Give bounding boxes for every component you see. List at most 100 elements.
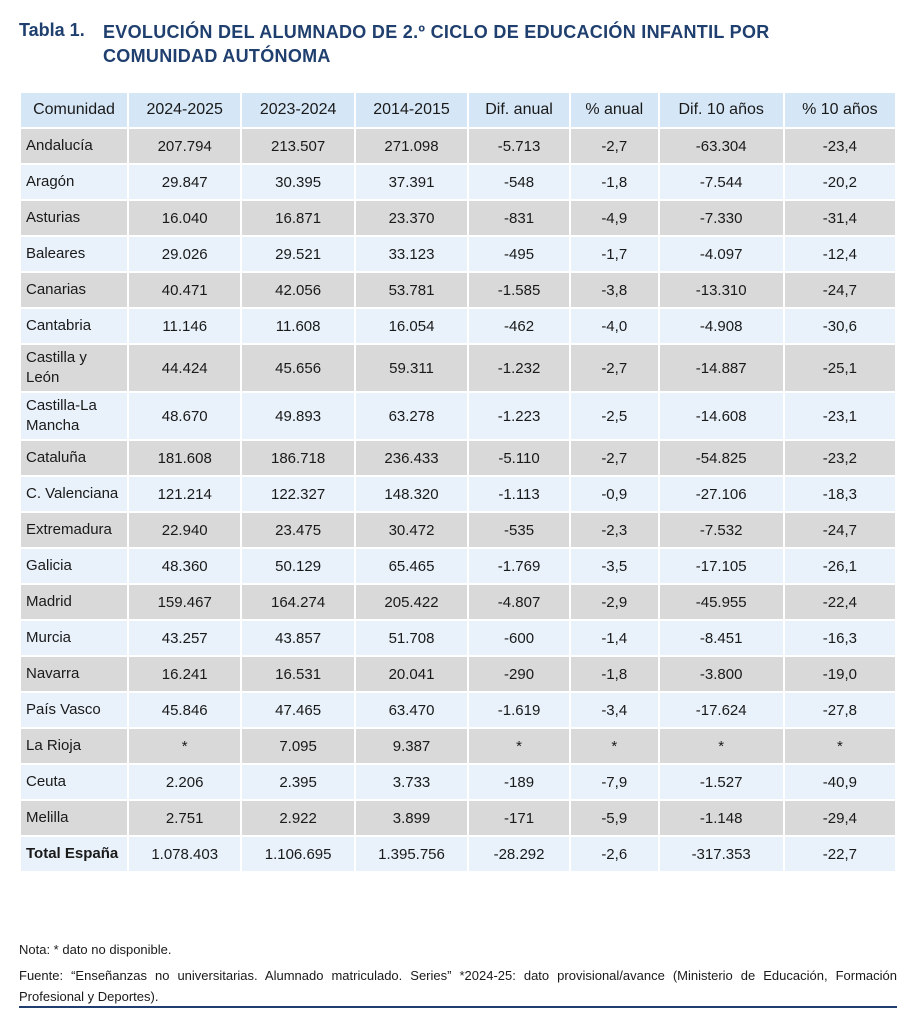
table-cell: -1,8 (570, 657, 658, 691)
table-cell: 37.391 (355, 165, 468, 199)
table-cell: 207.794 (129, 129, 241, 163)
community-name: Castilla-La Mancha (21, 393, 127, 439)
table-cell: -40,9 (784, 765, 895, 799)
table-cell: -4.807 (469, 585, 569, 619)
table-cell: -14.608 (659, 393, 783, 439)
table-cell: 16.241 (129, 657, 241, 691)
table-cell: -2,9 (570, 585, 658, 619)
table-cell: -7.330 (659, 201, 783, 235)
total-cell: -28.292 (469, 837, 569, 871)
table-cell: -4.908 (659, 309, 783, 343)
table-cell: 213.507 (242, 129, 354, 163)
table-row: Castilla-La Mancha 48.670 49.893 63.278 -1.2… (21, 393, 895, 439)
table-cell: 43.857 (242, 621, 354, 655)
total-row: Total España 1.078.403 1.106.695 1.395.756-… (21, 837, 895, 871)
table-cell: -1.223 (469, 393, 569, 439)
table-cell: -31,4 (784, 201, 895, 235)
table-cell: 181.608 (129, 441, 241, 475)
table-cell: 3.899 (355, 801, 468, 835)
table-cell: 48.360 (129, 549, 241, 583)
table-cell: -3.800 (659, 657, 783, 691)
table-cell: 9.387 (355, 729, 468, 763)
table-row: Melilla 2.751 2.922 3.899 -171 -5,9 -1.148 -29,… (21, 801, 895, 835)
table-row: Andalucía 207.794 213.507 271.098 -5.713 -2,7… (21, 129, 895, 163)
table-cell: 63.470 (355, 693, 468, 727)
table-cell: -24,7 (784, 513, 895, 547)
table-cell: * (129, 729, 241, 763)
table-cell: 2.395 (242, 765, 354, 799)
table-cell: 50.129 (242, 549, 354, 583)
table-cell: -2,7 (570, 345, 658, 391)
table-cell: -1.769 (469, 549, 569, 583)
table-cell: 164.274 (242, 585, 354, 619)
table-cell: -27.106 (659, 477, 783, 511)
community-name: Melilla (21, 801, 127, 835)
table-cell: 11.146 (129, 309, 241, 343)
community-name: Madrid (21, 585, 127, 619)
community-name: Murcia (21, 621, 127, 655)
table-row: Navarra 16.241 16.531 20.041 -290 -1,8 -3.800-… (21, 657, 895, 691)
table-cell: -29,4 (784, 801, 895, 835)
table-cell: -25,1 (784, 345, 895, 391)
header-cell: % anual (570, 93, 658, 127)
note-text: Nota: * dato no disponible. (19, 942, 172, 957)
table-row: País Vasco 45.846 47.465 63.470 -1.619 -3,4 -1… (21, 693, 895, 727)
table-cell: -23,2 (784, 441, 895, 475)
table-cell: -17.624 (659, 693, 783, 727)
table-cell: 236.433 (355, 441, 468, 475)
community-name: Cataluña (21, 441, 127, 475)
community-name: La Rioja (21, 729, 127, 763)
table-cell: -2,5 (570, 393, 658, 439)
table-cell: 16.871 (242, 201, 354, 235)
table-cell: -4,9 (570, 201, 658, 235)
table-cell: 45.656 (242, 345, 354, 391)
table-cell: 49.893 (242, 393, 354, 439)
table-cell: -3,8 (570, 273, 658, 307)
table-number: Tabla 1. (19, 20, 85, 40)
total-cell: 1.078.403 (129, 837, 241, 871)
table-cell: -19,0 (784, 657, 895, 691)
community-name: País Vasco (21, 693, 127, 727)
table-cell: -14.887 (659, 345, 783, 391)
table-cell: 63.278 (355, 393, 468, 439)
table-row: Asturias 16.040 16.871 23.370 -831 -4,9 -7.330… (21, 201, 895, 235)
table-cell: 20.041 (355, 657, 468, 691)
table-row: Extremadura 22.940 23.475 30.472 -535 -2,3 -7.… (21, 513, 895, 547)
table-cell: -4.097 (659, 237, 783, 271)
table-cell: -290 (469, 657, 569, 691)
table-cell: 29.026 (129, 237, 241, 271)
total-label: Total España (21, 837, 127, 871)
table-row: La Rioja * 7.095 9.387 * * * * (21, 729, 895, 763)
table-cell: -27,8 (784, 693, 895, 727)
table-cell: 159.467 (129, 585, 241, 619)
community-name: Aragón (21, 165, 127, 199)
table-cell: 16.531 (242, 657, 354, 691)
total-cell: 1.395.756 (355, 837, 468, 871)
table-cell: 16.040 (129, 201, 241, 235)
table-cell: -600 (469, 621, 569, 655)
table-cell: 40.471 (129, 273, 241, 307)
community-name: Cantabria (21, 309, 127, 343)
table-cell: -0,9 (570, 477, 658, 511)
table-cell: -54.825 (659, 441, 783, 475)
table-cell: 186.718 (242, 441, 354, 475)
data-table: Comunidad 2024-2025 2023-2024 2014-2015 … (19, 91, 897, 873)
table-cell: 65.465 (355, 549, 468, 583)
table-cell: -4,0 (570, 309, 658, 343)
table-cell: -45.955 (659, 585, 783, 619)
table-cell: -462 (469, 309, 569, 343)
community-name: Ceuta (21, 765, 127, 799)
community-name: Extremadura (21, 513, 127, 547)
table-cell: 42.056 (242, 273, 354, 307)
table-cell: -7,9 (570, 765, 658, 799)
table-cell: -831 (469, 201, 569, 235)
table-cell: 2.922 (242, 801, 354, 835)
table-row: Madrid 159.467 164.274 205.422 -4.807 -2,9 -45… (21, 585, 895, 619)
table-cell: -1.148 (659, 801, 783, 835)
divider (19, 1006, 897, 1008)
table-cell: 2.751 (129, 801, 241, 835)
header-row: Comunidad 2024-2025 2023-2024 2014-2015 … (21, 93, 895, 127)
table-cell: -2,3 (570, 513, 658, 547)
community-name: Galicia (21, 549, 127, 583)
table-row: Cataluña 181.608 186.718 236.433 -5.110 -2,7-… (21, 441, 895, 475)
